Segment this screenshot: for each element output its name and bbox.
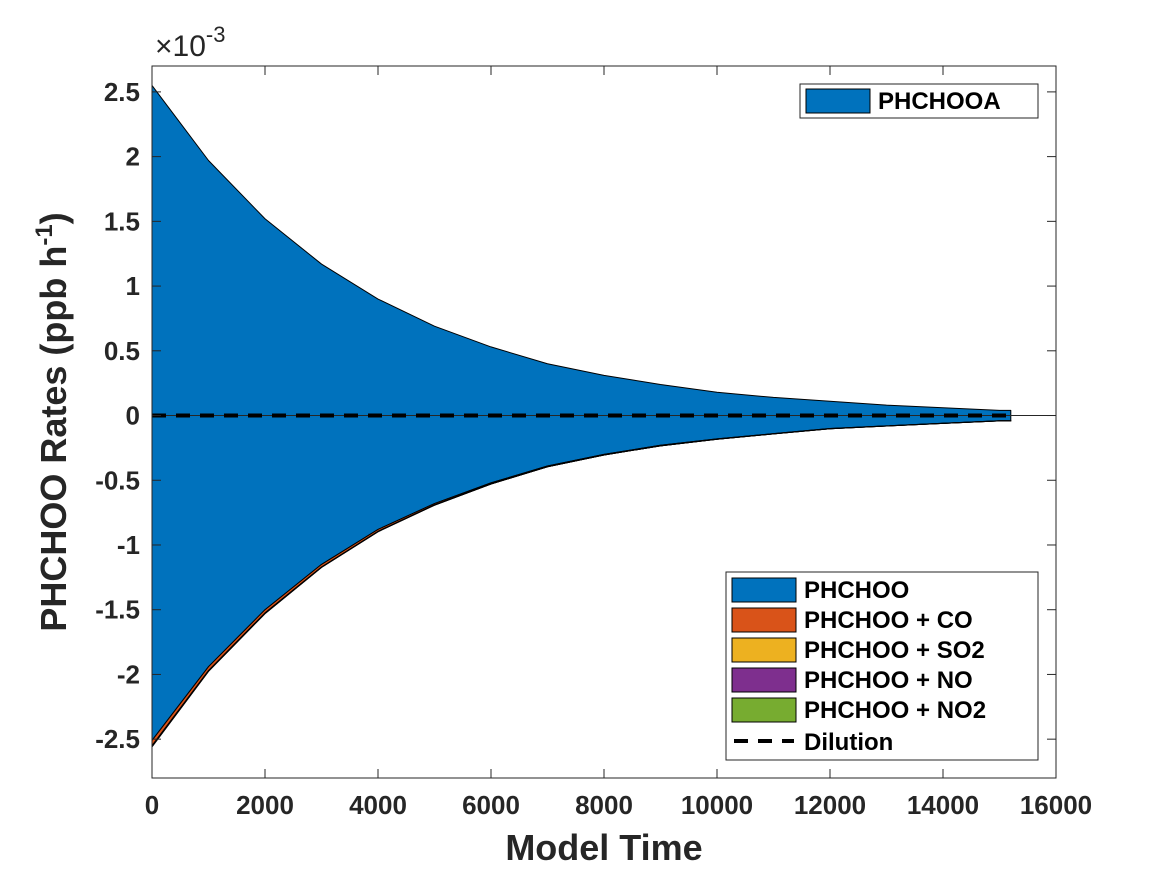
y-tick-label: 0.5 (104, 336, 140, 366)
x-tick-label: 12000 (794, 790, 866, 820)
y-tick-label: -2.5 (95, 724, 140, 754)
legend-label-phchoo-no: PHCHOO + NO (804, 667, 973, 694)
legend-bottom-box (725, 571, 1039, 761)
x-tick-label: 8000 (575, 790, 633, 820)
legend-swatch-phchooa (805, 88, 871, 114)
y-exponent-label: ×10-3 (155, 22, 225, 63)
legend-label-phchoo-co: PHCHOO + CO (804, 607, 973, 634)
legend-label-phchoo: PHCHOO (804, 577, 909, 604)
legend-label-phchoo-so2: PHCHOO + SO2 (804, 637, 985, 664)
y-tick-label: 2.5 (104, 77, 140, 107)
y-tick-label: -1.5 (95, 595, 140, 625)
y-tick-label: 2 (126, 142, 140, 172)
legend-label-dilution: Dilution (804, 729, 893, 756)
y-tick-label: -2 (117, 659, 140, 689)
x-tick-label: 10000 (681, 790, 753, 820)
legend-label-phchooa: PHCHOOA (878, 88, 1001, 115)
legend-swatch-phchoo-no2 (731, 697, 797, 723)
y-axis-label-suffix: ) (33, 212, 74, 224)
legend-top: PHCHOOA (799, 83, 1039, 119)
legend-swatch-phchoo-so2 (731, 637, 797, 663)
x-tick-label: 16000 (1020, 790, 1092, 820)
x-axis-label: Model Time (505, 827, 702, 868)
y-tick-label: -0.5 (95, 465, 140, 495)
y-tick-label: 1 (126, 271, 140, 301)
loss-area-phchoo-no2 (151, 420, 1012, 748)
y-tick-label: 1.5 (104, 206, 140, 236)
x-tick-label: 4000 (349, 790, 407, 820)
y-axis-label: PHCHOO Rates (ppb h-1) (31, 212, 74, 631)
y-axis-label-main: PHCHOO Rates (ppb h (33, 246, 74, 632)
y-tick-label: 0 (126, 401, 140, 431)
y-axis-label-superscript: -1 (31, 224, 58, 245)
legend-label-phchoo-no2: PHCHOO + NO2 (804, 697, 986, 724)
legend-swatch-phchoo (731, 577, 797, 603)
x-tick-label: 6000 (462, 790, 520, 820)
exponent-power: -3 (206, 22, 226, 47)
y-tick-label: -1 (117, 530, 140, 560)
exponent-base: ×10 (155, 30, 206, 63)
legend-swatch-phchoo-co (731, 607, 797, 633)
x-tick-label: 0 (145, 790, 159, 820)
legend-swatch-phchoo-no (731, 667, 797, 693)
x-axis-ticks: 0 2000 4000 6000 8000 10000 12000 14000 16000 (145, 66, 1092, 820)
x-tick-label: 2000 (236, 790, 294, 820)
legend-bottom: PHCHOO PHCHOO + CO PHCHOO + SO2 PHCHOO +… (725, 571, 1039, 761)
x-tick-label: 14000 (907, 790, 979, 820)
y-axis-ticks: 2.5 2 1.5 1 0.5 0 -0.5 -1 -1.5 -2 -2.5 (95, 77, 1056, 754)
